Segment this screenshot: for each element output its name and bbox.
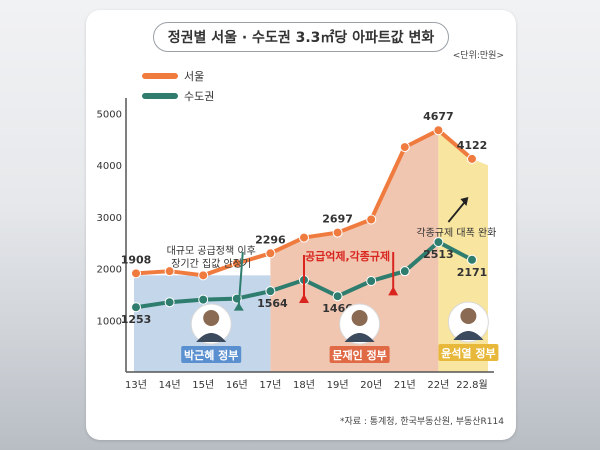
arrowhead-park <box>233 302 244 311</box>
data-label: 1908 <box>121 253 152 266</box>
data-point <box>467 153 477 164</box>
gov-moon-portrait-head <box>351 310 368 326</box>
x-tick-label: 15년 <box>192 379 214 391</box>
source-note: *자료 : 통계청, 한국부동산원, 부동산R114 <box>339 417 504 427</box>
data-point <box>265 286 276 297</box>
gov-yoon-portrait-head <box>460 308 477 324</box>
data-point <box>467 254 477 265</box>
data-point <box>332 227 343 238</box>
x-tick-label: 14년 <box>159 379 181 391</box>
data-label: 2513 <box>423 248 454 261</box>
y-tick-label: 2000 <box>97 265 122 276</box>
data-point <box>198 270 209 281</box>
data-point <box>399 266 410 277</box>
chart-title: 정권별 서울 · 수도권 3.3㎡당 아파트값 변화 <box>152 22 450 52</box>
x-tick-label: 13년 <box>125 379 147 391</box>
gov-park-portrait-head <box>203 310 220 326</box>
data-label: 1564 <box>257 297 288 310</box>
data-point <box>366 214 377 225</box>
y-tick-label: 1000 <box>97 316 122 327</box>
gov-moon-label-bg <box>329 346 390 363</box>
x-tick-label: 18년 <box>293 379 315 391</box>
x-tick-label: 17년 <box>259 379 281 391</box>
y-tick-label: 3000 <box>97 213 122 224</box>
arrowhead-moon <box>388 286 399 296</box>
data-point <box>164 266 175 277</box>
data-label: 2697 <box>322 213 353 226</box>
x-tick-label: 16년 <box>226 379 248 391</box>
x-tick-label: 21년 <box>394 379 416 391</box>
legend-capital-label: 수도권 <box>184 90 214 103</box>
gov-park-label-bg <box>181 346 242 363</box>
legend-seoul-label: 서울 <box>184 70 204 83</box>
data-label: 4122 <box>457 139 488 152</box>
data-point <box>164 297 175 308</box>
annotation-park: 대규모 공급정책 이후 <box>167 245 256 257</box>
data-label: 2296 <box>255 233 286 246</box>
x-tick-label: 22년 <box>427 379 449 391</box>
annotation-yoon: 각종규제 대폭 완화 <box>416 227 496 239</box>
annotation-park: 장기간 집값 안정기 <box>171 258 251 270</box>
arrow-yoon <box>447 199 468 223</box>
data-point <box>433 125 444 136</box>
unit-label: <단위:만원> <box>452 51 504 61</box>
data-point <box>366 276 377 287</box>
y-tick-label: 5000 <box>97 110 122 121</box>
data-label: 2171 <box>457 266 488 279</box>
data-point <box>399 142 410 153</box>
data-label: 1253 <box>121 313 152 326</box>
data-point <box>131 302 141 313</box>
title-container: 정권별 서울 · 수도권 3.3㎡당 아파트값 변화 <box>86 22 516 52</box>
gov-moon-portrait-body <box>344 333 375 342</box>
gov-yoon-portrait-body <box>453 331 484 340</box>
y-tick-label: 4000 <box>97 161 122 172</box>
data-label: 4677 <box>423 110 454 123</box>
gov-park-label: 박근혜 정부 <box>184 348 238 362</box>
x-tick-label: 20년 <box>360 379 382 391</box>
data-point <box>265 248 276 259</box>
zone-moon <box>270 130 439 372</box>
gov-park-portrait-body <box>196 333 227 342</box>
arrowhead-yoon <box>460 197 469 206</box>
gov-yoon-label-bg <box>438 344 499 361</box>
data-point <box>131 268 141 279</box>
arrowhead-moon <box>299 293 309 303</box>
gov-yoon-label: 윤석열 정부 <box>441 346 495 360</box>
annotation-moon: 공급억제,각종규제 <box>305 249 390 263</box>
gov-moon-label: 문재인 정부 <box>332 348 386 362</box>
data-point <box>433 237 444 248</box>
data-point <box>332 291 343 302</box>
data-point <box>198 294 209 305</box>
x-tick-label: 19년 <box>327 379 349 391</box>
x-tick-label: 22.8월 <box>456 379 487 391</box>
arrow-park <box>237 251 244 305</box>
data-point <box>299 232 309 243</box>
